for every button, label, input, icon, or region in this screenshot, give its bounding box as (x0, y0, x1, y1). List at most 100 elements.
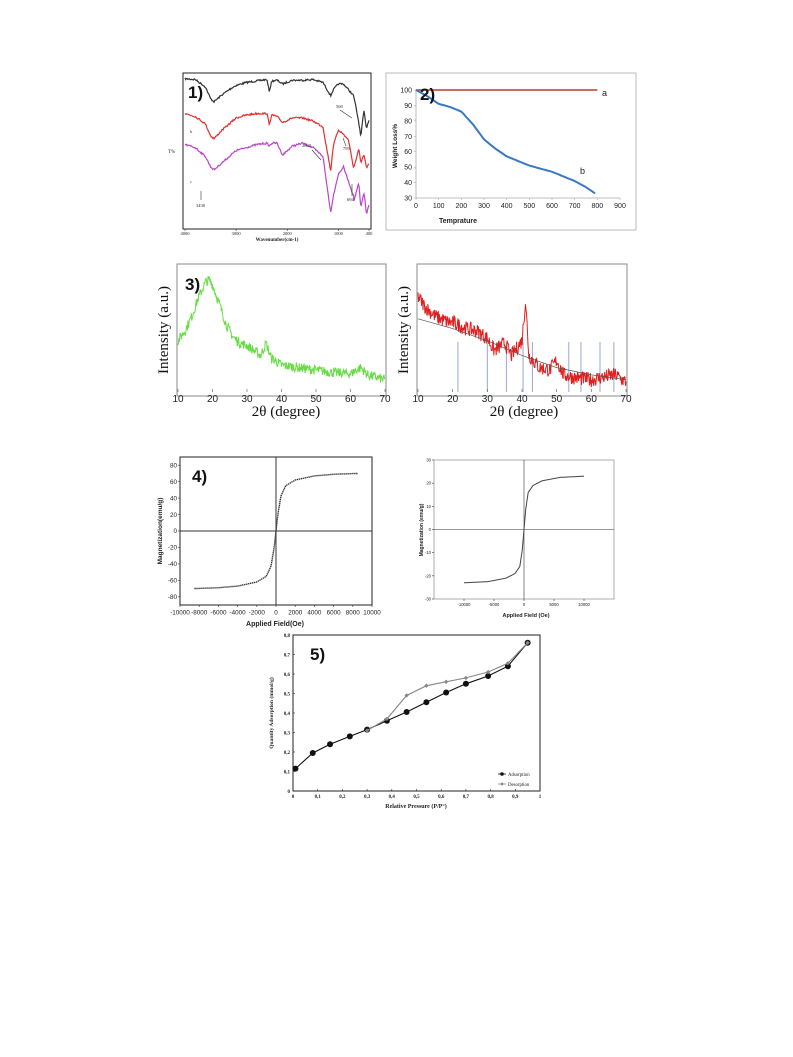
bet-x-tick-label: 0,5 (413, 795, 420, 800)
ftir-arrow-795 (342, 137, 347, 147)
bet-x-tick-label: 0,7 (463, 795, 470, 800)
bet-panel: 0 0,1 0,2 0,3 0,4 0,5 0,6 0,7 0,8 0 0,1 0,2 0,3 0,4 0,… (268, 634, 542, 810)
bet-adsorption-point (309, 749, 316, 756)
bet-legend-adsorption-marker (500, 772, 504, 776)
ftir-arrows (200, 109, 353, 200)
bet-x-tick-label: 0 (292, 795, 295, 800)
vsm-right-panel: 30 20 10 0 -10 -20 -30 -10000 -5000 0 5000 10000 Ap… (419, 457, 615, 619)
bet-desorption-point (525, 640, 530, 645)
vsm-right-y-tick-label: -10 (425, 550, 432, 555)
tga-x-tick-label: 700 (569, 203, 581, 210)
vsm-left-panel: -80 -60 -40 -20 0 20 40 60 80 -10000 -8000 -6000 -40… (157, 456, 381, 628)
xrd-red-x-tick-label: 70 (620, 394, 632, 405)
tga-x-tick-label: 100 (433, 203, 445, 210)
vsm-left-x-tick-label: 4000 (307, 609, 322, 616)
vsm-left-y-tick-label: 60 (170, 479, 178, 486)
xrd-green-x-tick-label: 60 (345, 394, 357, 405)
ftir-x-tick-label: 2000 (283, 231, 293, 236)
xrd-red-x-tick-label: 20 (447, 394, 459, 405)
bet-y-tick-label: 0 (288, 790, 291, 795)
vsm-left-y-tick-label: 0 (173, 528, 177, 535)
vsm-left-y-tick-label: -40 (168, 561, 178, 568)
xrd-green-series-0-line (177, 275, 386, 383)
bet-adsorption-point (346, 733, 353, 740)
bet-legend-desorption-label: Desorption (508, 783, 530, 788)
tga-y-tick-label: 40 (404, 180, 412, 187)
tga-series-b-line (415, 89, 596, 195)
xrd-green-x-tick-label: 50 (310, 394, 322, 405)
vsm-left-x-tick-label: 0 (274, 609, 278, 616)
bet-y-tick-label: 0,8 (284, 634, 291, 639)
vsm-left-x-tick-label: 10000 (363, 609, 381, 616)
vsm-right-y-tick-label: -30 (425, 596, 432, 601)
tga-x-label: Temprature (439, 218, 477, 225)
bet-desorption-point (404, 693, 409, 698)
xrd-green-x-tick-label: 70 (379, 394, 391, 405)
vsm-right-x-tick-label: 0 (523, 602, 526, 607)
vsm-left-y-tick-label: 40 (170, 495, 178, 502)
tga-y-tick-label: 50 (404, 165, 412, 172)
vsm-left-x-tick-label: 8000 (346, 609, 361, 616)
xrd-red-panel: 10 20 30 40 50 60 70 2θ (degree) Intensity (a.… (396, 263, 632, 420)
xrd-green-x-tick-label: 10 (172, 394, 184, 405)
bet-x-label: Relative Pressure (P/P°) (385, 803, 447, 810)
bet-x-tick-label: 0,6 (438, 795, 445, 800)
tga-x-tick-label: 400 (501, 203, 513, 210)
bet-legend-desorption-marker (500, 782, 504, 786)
xrd-red-baseline (417, 318, 627, 381)
bet-adsorption-point (443, 689, 450, 696)
bet-y-tick-label: 0,6 (284, 673, 291, 678)
xrd-red-plot-area: 10 20 30 40 50 60 70 (412, 292, 632, 405)
vsm-right-x-tick-label: 10000 (578, 602, 590, 607)
bet-x-tick-label: 0,9 (512, 795, 519, 800)
xrd-green-x-tick-label: 20 (207, 394, 219, 405)
bet-adsorption-point (462, 680, 469, 687)
bet-y-tick-label: 0,1 (284, 771, 291, 776)
tga-series-b-label: b (580, 166, 585, 176)
ftir-frame (182, 72, 372, 230)
bet-y-tick-label: 0,5 (284, 693, 291, 698)
ftir-series-2-line (184, 141, 370, 215)
vsm-left-y-tick-label: -60 (168, 578, 178, 585)
tga-y-tick-label: 30 (404, 196, 412, 203)
bet-x-tick-label: 0,1 (315, 795, 322, 800)
tga-x-tick-label: 600 (546, 203, 558, 210)
vsm-left-x-tick-label: -8000 (191, 609, 208, 616)
xrd-red-x-tick-label: 60 (586, 394, 598, 405)
xrd-red-x-label: 2θ (degree) (490, 404, 558, 420)
ftir-x-ticks: 4000 3000 2000 1000 400 (181, 229, 373, 236)
bet-y-tick-label: 0,4 (284, 712, 291, 717)
ftir-series-b-label: b (190, 129, 192, 134)
bet-desorption-point (384, 716, 390, 722)
vsm-left-x-tick-label: -6000 (210, 609, 227, 616)
tga-x-tick-label: 300 (478, 203, 490, 210)
bet-desorption-point (443, 679, 449, 684)
bet-adsorption-point (292, 765, 299, 772)
xrd-green-frame (176, 263, 387, 397)
vsm-left-x-label: Applied Field(Oe) (246, 621, 304, 628)
ftir-x-label: Wavenumber(cm-1) (256, 238, 299, 243)
bet-desorption-point (424, 683, 429, 688)
ftir-x-tick-label: 1000 (334, 231, 344, 236)
bet-desorption-point (485, 669, 491, 675)
tga-y-label: Weight Loss% (392, 124, 399, 169)
vsm-left-plot-area: -80 -60 -40 -20 0 20 40 60 80 -10000 -8000 -6000 -40… (168, 457, 381, 616)
ftir-series-0-line (184, 77, 370, 137)
vsm-left-y-tick-label: -80 (168, 594, 178, 601)
vsm-right-y-tick-label: -20 (425, 573, 432, 578)
vsm-right-y-tick-label: 30 (426, 457, 431, 462)
tga-x-tick-label: 0 (414, 203, 418, 210)
xrd-red-x-tick-label: 10 (412, 394, 424, 405)
bet-y-label: Quantity Adsorption (mmol/g) (268, 677, 275, 749)
ftir-annot-560: 560 (336, 104, 344, 109)
ftir-x-tick-label: 4000 (181, 231, 191, 236)
tga-x-tick-label: 900 (614, 203, 626, 210)
bet-y-tick-label: 0,3 (284, 732, 291, 737)
bet-adsorption-point (403, 709, 410, 716)
tga-series-a-label: a (602, 88, 607, 98)
tga-y-tick-label: 100 (400, 88, 412, 95)
vsm-right-y-label: Magnetization (emu/g) (419, 503, 425, 556)
ftir-series-c-label: c (190, 179, 192, 184)
vsm-right-x-tick-label: 5000 (549, 602, 559, 607)
